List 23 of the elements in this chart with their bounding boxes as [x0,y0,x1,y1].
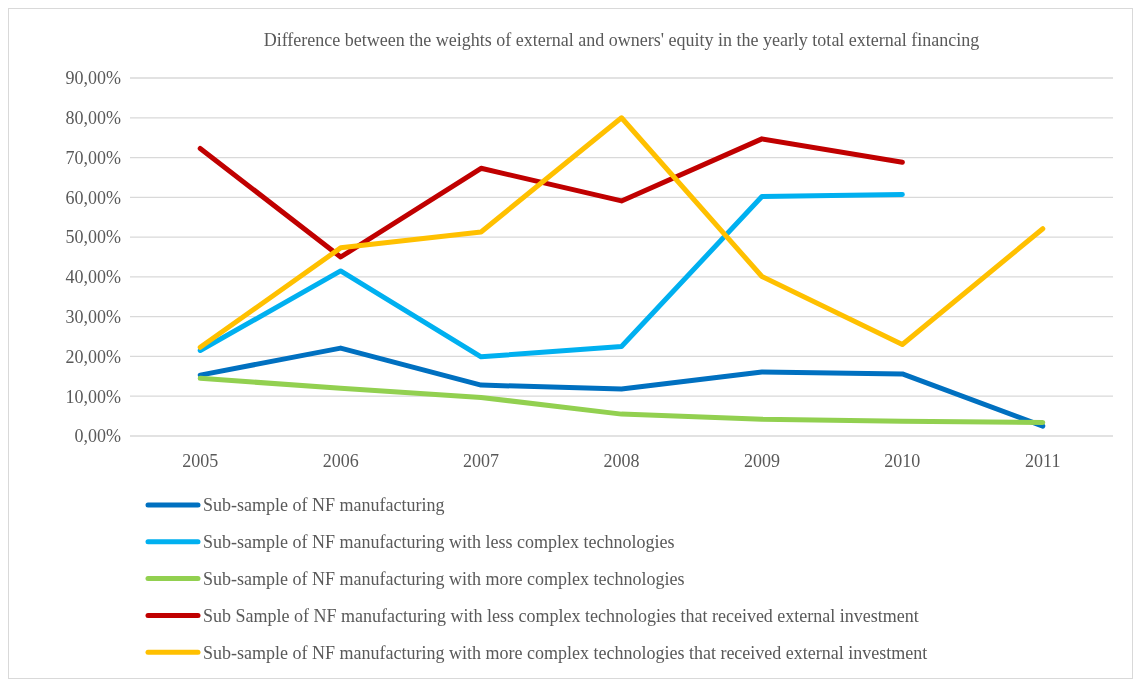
x-tick-label: 2005 [182,451,219,471]
y-tick-label: 90,00% [65,68,121,89]
y-tick-label: 40,00% [65,267,121,288]
x-tick-label: 2008 [603,451,640,471]
y-tick-label: 50,00% [65,227,121,248]
x-tick-label: 2006 [322,451,359,471]
chart-title: Difference between the weights of external and owners' equity in the yearly total external financing [263,30,980,50]
y-tick-label: 0,00% [74,426,121,447]
y-tick-label: 30,00% [65,306,121,327]
x-tick-label: 2011 [1025,451,1061,471]
y-tick-label: 20,00% [65,346,121,367]
legend-label: Sub-sample of NF manufacturing with more complex technologies [203,568,685,589]
legend-label: Sub-sample of NF manufacturing with more complex technologies that received external investment [203,642,928,663]
legend-label: Sub-sample of NF manufacturing with less complex technologies [203,532,675,553]
x-tick-label: 2007 [463,451,500,471]
x-tick-label: 2010 [884,451,921,471]
y-tick-label: 70,00% [65,147,121,168]
x-tick-label: 2009 [743,451,780,471]
legend-label: Sub-sample of NF manufacturing [203,495,445,516]
legend-label: Sub Sample of NF manufacturing with less complex technologies that received external investment [203,605,919,626]
y-tick-label: 10,00% [65,386,121,407]
y-tick-label: 80,00% [65,108,121,129]
y-tick-label: 60,00% [65,187,121,208]
